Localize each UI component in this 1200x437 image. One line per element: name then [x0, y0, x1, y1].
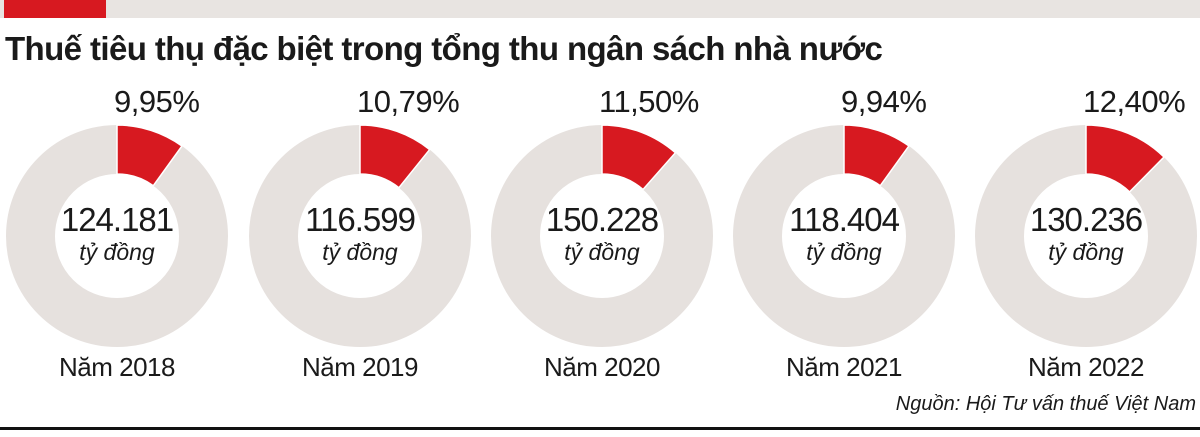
- share-segment: [601, 124, 677, 191]
- amount-unit: tỷ đồng: [1048, 239, 1124, 265]
- year-label: Năm 2022: [1028, 352, 1144, 382]
- year-label: Năm 2018: [59, 352, 175, 382]
- year-label: Năm 2021: [786, 352, 902, 382]
- source-note: Nguồn: Hội Tư vấn thuế Việt Nam: [895, 393, 1196, 415]
- amount-unit: tỷ đồng: [806, 239, 882, 265]
- share-segment: [1085, 124, 1166, 193]
- share-segment: [843, 124, 910, 187]
- donut-ring: [733, 124, 955, 347]
- amount-value: 124.181: [60, 201, 174, 238]
- amount-unit: tỷ đồng: [79, 239, 155, 265]
- donut-center: 130.236 tỷ đồng: [966, 202, 1200, 266]
- year-label: Năm 2019: [302, 352, 418, 382]
- amount-value: 150.228: [545, 201, 659, 238]
- donut-center: 124.181 tỷ đồng: [0, 202, 237, 266]
- donut-center: 118.404 tỷ đồng: [724, 202, 964, 266]
- percent-label: 9,94%: [841, 84, 927, 119]
- donut-ring: [975, 124, 1197, 347]
- donut-center: 116.599 tỷ đồng: [240, 202, 480, 266]
- percent-label: 11,50%: [599, 84, 699, 119]
- donut-chart: 10,79% 116.599 tỷ đồng Năm 2019: [240, 84, 480, 394]
- donut-chart: 11,50% 150.228 tỷ đồng Năm 2020: [482, 84, 722, 394]
- percent-label: 9,95%: [114, 84, 200, 119]
- amount-unit: tỷ đồng: [564, 239, 640, 265]
- percent-label: 10,79%: [357, 84, 460, 119]
- amount-value: 116.599: [305, 201, 416, 238]
- percent-label: 12,40%: [1083, 84, 1186, 119]
- bottom-divider: [0, 427, 1200, 430]
- amount-value: 130.236: [1029, 201, 1143, 238]
- year-label: Năm 2020: [544, 352, 660, 382]
- donut-center: 150.228 tỷ đồng: [482, 202, 722, 266]
- share-segment: [116, 124, 184, 187]
- donut-chart: 12,40% 130.236 tỷ đồng Năm 2022: [966, 84, 1200, 394]
- donut-ring: [249, 124, 471, 347]
- share-segment: [359, 124, 431, 189]
- amount-unit: tỷ đồng: [322, 239, 398, 265]
- donut-ring: [491, 124, 713, 347]
- header-bar: [0, 0, 1200, 18]
- donut-chart: 9,94% 118.404 tỷ đồng Năm 2021: [724, 84, 964, 394]
- amount-value: 118.404: [789, 201, 900, 238]
- chart-title: Thuế tiêu thụ đặc biệt trong tổng thu ng…: [5, 30, 883, 67]
- donut-ring: [6, 124, 228, 347]
- header-accent: [4, 0, 106, 18]
- donut-chart: 9,95% 124.181 tỷ đồng Năm 2018: [0, 84, 237, 394]
